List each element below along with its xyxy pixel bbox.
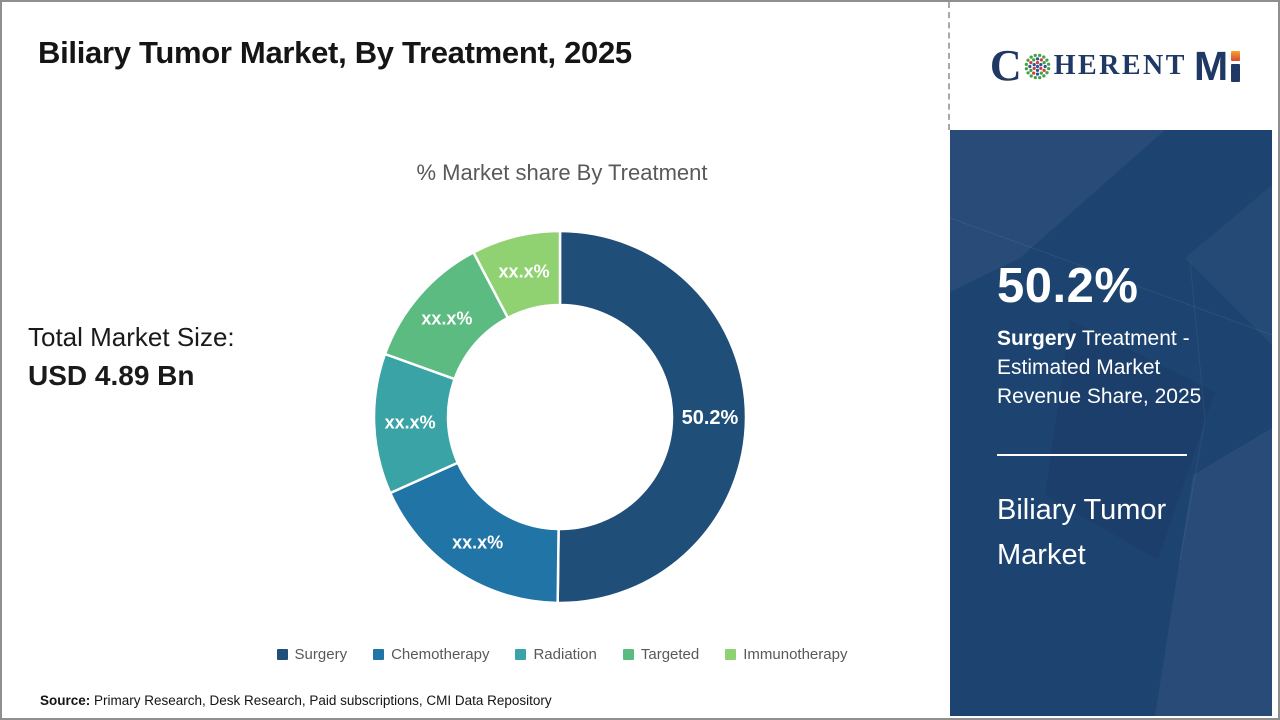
globe-dot	[1033, 75, 1037, 79]
globe-dot	[1027, 64, 1032, 68]
legend-label: Immunotherapy	[743, 646, 848, 663]
globe-dot	[1024, 62, 1028, 66]
globe-dot	[1028, 60, 1033, 64]
globe-dot	[1033, 53, 1037, 57]
globe-dot	[1042, 60, 1046, 64]
chart-legend: Surgery Chemotherapy Radiation Targeted Immu…	[162, 646, 962, 663]
legend-swatch-icon	[515, 649, 527, 660]
highlight-stat-description: Surgery Treatment - Estimated Market Rev…	[997, 324, 1211, 411]
highlight-stat-value: 50.2%	[997, 259, 1139, 313]
legend-label: Chemotherapy	[391, 646, 490, 663]
globe-dot	[1035, 68, 1039, 72]
globe-dot	[1037, 75, 1042, 79]
source-note: Source: Primary Research, Desk Research,…	[40, 693, 552, 708]
globe-dot	[1046, 66, 1050, 70]
globe-dot	[1038, 66, 1043, 70]
globe-dot	[1042, 68, 1046, 72]
globe-dot	[1035, 60, 1039, 64]
coherentmi-logo: C HERENT M	[989, 41, 1241, 90]
globe-dot	[1043, 64, 1047, 68]
logo-letter-m: M	[1193, 42, 1228, 89]
globe-dot	[1041, 54, 1046, 59]
globe-dot	[1039, 57, 1043, 62]
legend-item-chemotherapy: Chemotherapy	[373, 646, 489, 663]
total-market-size-label: Total Market Size:	[28, 322, 235, 352]
globe-dot	[1045, 70, 1049, 74]
right-sidebar-panel: 50.2% Surgery Treatment - Estimated Mark…	[950, 130, 1272, 716]
globe-dot	[1031, 70, 1035, 75]
donut-segment-surgery	[556, 229, 748, 605]
panel-market-name: Biliary Tumor Market	[997, 494, 1167, 571]
globe-dot	[1035, 72, 1039, 76]
legend-swatch-icon	[622, 649, 634, 660]
donut-segment-immunotherapy	[472, 229, 562, 320]
segment-label-surgery: 50.2%	[682, 407, 739, 429]
globe-dot	[1024, 66, 1028, 70]
legend-item-immunotherapy: Immunotherapy	[725, 646, 847, 663]
globe-dot	[1035, 64, 1039, 68]
globe-dot	[1039, 70, 1043, 75]
globe-dot	[1038, 62, 1043, 66]
panel-map-texture	[950, 130, 1272, 716]
legend-swatch-icon	[276, 649, 288, 660]
legend-label: Radiation	[533, 646, 597, 663]
legend-swatch-icon	[373, 649, 385, 660]
highlight-segment-name: Surgery	[997, 327, 1077, 350]
logo-globe-icon	[1024, 53, 1050, 79]
highlight-stat-text: Treatment - Estimated Market Revenue Sha…	[997, 327, 1202, 408]
globe-dot	[1046, 62, 1050, 66]
legend-swatch-icon	[725, 649, 737, 660]
globe-dot	[1026, 58, 1030, 62]
total-market-size-block: Total Market Size: USD 4.89 Bn	[28, 322, 235, 392]
page-title: Biliary Tumor Market, By Treatment, 2025	[38, 35, 632, 70]
segment-label-targeted: xx.x%	[421, 309, 472, 329]
globe-dot	[1031, 57, 1035, 62]
legend-label: Surgery	[294, 646, 348, 663]
globe-dot	[1037, 53, 1041, 57]
segment-label-immunotherapy: xx.x%	[499, 261, 550, 281]
legend-item-surgery: Surgery	[276, 646, 348, 663]
legend-item-targeted: Targeted	[622, 646, 700, 663]
globe-dot	[1035, 56, 1039, 60]
globe-dot	[1044, 58, 1049, 62]
logo-i-stem	[1231, 63, 1241, 82]
brand-logo-box: C HERENT M	[948, 2, 1278, 130]
logo-letter-c: C	[989, 41, 1022, 90]
globe-dot	[1026, 70, 1030, 74]
donut-chart: 50.2% xx.x% xx.x% xx.x% xx.x%	[372, 229, 748, 605]
total-market-size-value: USD 4.89 Bn	[28, 360, 195, 391]
globe-dot	[1041, 73, 1046, 78]
legend-label: Targeted	[640, 646, 700, 663]
logo-letter-i-icon	[1231, 50, 1241, 82]
source-text: Primary Research, Desk Research, Paid su…	[90, 693, 552, 708]
globe-dot	[1032, 62, 1036, 66]
globe-dot	[1029, 54, 1033, 59]
segment-label-chemotherapy: xx.x%	[452, 532, 503, 552]
logo-i-orange-tip	[1231, 50, 1241, 61]
source-label: Source:	[40, 693, 91, 708]
globe-dot	[1029, 73, 1033, 78]
segment-label-radiation: xx.x%	[385, 413, 436, 433]
panel-divider-line	[997, 454, 1187, 456]
globe-dot	[1032, 66, 1036, 70]
logo-letters-herent: HERENT	[1053, 50, 1187, 81]
globe-dot	[1028, 68, 1033, 72]
chart-title: % Market share By Treatment	[416, 160, 708, 185]
legend-item-radiation: Radiation	[515, 646, 597, 663]
